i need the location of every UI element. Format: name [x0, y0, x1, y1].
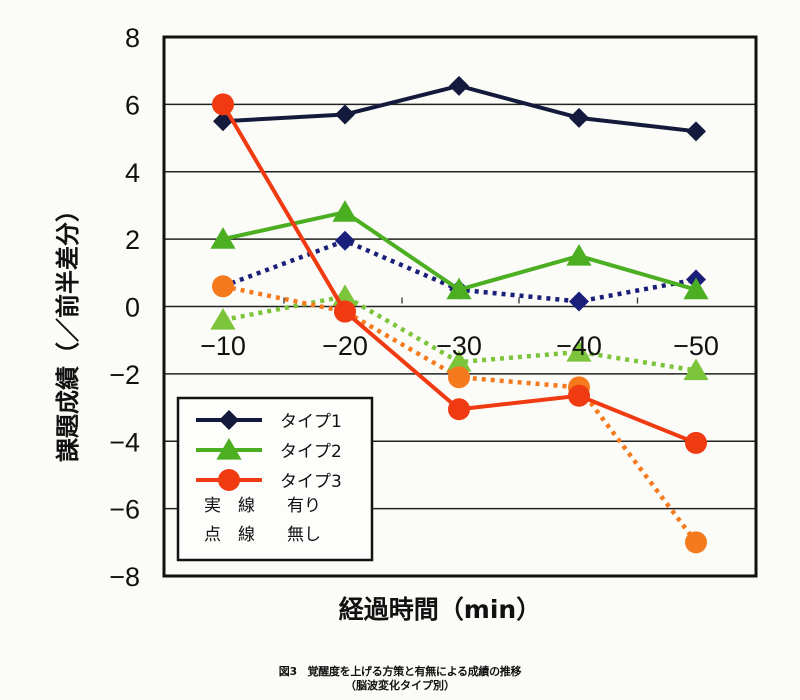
x-axis-title: 経過時間（min）: [339, 595, 541, 624]
legend-solid-style: 実 線: [204, 496, 255, 516]
legend-entry: タイプ3: [196, 469, 342, 492]
legend-dotted-style: 点 線: [204, 525, 255, 545]
legend-dotted-meaning: 無し: [287, 525, 321, 545]
triangle-marker: [210, 307, 236, 330]
y-tick-label: −6: [109, 495, 140, 525]
x-tick-label: −10: [200, 331, 246, 361]
circle-marker: [448, 366, 470, 389]
x-tick-label: −50: [673, 331, 719, 361]
triangle-marker: [683, 277, 709, 300]
triangle-marker: [566, 339, 592, 362]
triangle-marker: [683, 358, 709, 381]
circle-marker: [685, 431, 707, 454]
y-tick-label: −8: [109, 562, 140, 592]
series-solid-2: [210, 200, 709, 300]
series-solid-1: [213, 75, 706, 142]
y-tick-labels: 8 6 4 2 0 −2 −4 −6 −8: [109, 23, 140, 592]
x-tick-label: −20: [322, 331, 368, 361]
diamond-marker: [686, 121, 706, 142]
diamond-marker: [219, 410, 239, 430]
circle-marker: [212, 275, 234, 298]
legend-label: タイプ3: [280, 472, 342, 492]
triangle-marker: [332, 200, 358, 222]
plot-frame: [162, 35, 758, 578]
y-tick-label: 8: [125, 23, 140, 53]
diamond-marker: [449, 75, 469, 96]
figure-caption-sub: （脳波変化タイプ別）: [345, 679, 455, 692]
legend-solid-meaning: 有り: [287, 496, 321, 516]
y-tick-label: 4: [125, 158, 140, 188]
circle-marker: [448, 398, 470, 421]
series-line: [221, 103, 697, 445]
y-tick-label: −4: [109, 427, 140, 457]
triangle-marker: [446, 277, 472, 300]
triangle-marker: [446, 350, 472, 372]
circle-marker: [685, 531, 707, 554]
diamond-marker: [569, 291, 589, 312]
circle-marker: [218, 469, 240, 491]
minor-ticks: [283, 297, 639, 304]
x-tick-label: −30: [436, 331, 482, 361]
x-tick-label: −40: [556, 331, 602, 361]
diamond-marker: [569, 107, 589, 128]
y-tick-label: 0: [125, 293, 140, 323]
triangle-marker: [210, 227, 236, 249]
triangle-marker: [566, 243, 592, 266]
legend-label: タイプ1: [280, 412, 342, 432]
y-tick-label: 6: [125, 90, 140, 120]
circle-marker: [212, 93, 234, 116]
legend-entry: タイプ1: [196, 410, 342, 432]
legend-entry: タイプ2: [196, 438, 342, 462]
series-layer: [210, 75, 709, 554]
diamond-marker: [335, 104, 355, 125]
series-solid-3: [212, 93, 707, 454]
circle-marker: [568, 384, 590, 407]
circle-marker: [334, 300, 356, 323]
diamond-marker: [335, 230, 355, 251]
x-tick-labels: −10 −20 −30 −40 −50: [200, 331, 719, 361]
y-axis-title: 課題成績（／前半差分）: [54, 198, 82, 462]
legend-label: タイプ2: [280, 442, 342, 462]
figure-caption: 図3 覚醒度を上げる方策と有無による成績の推移: [278, 665, 522, 678]
triangle-marker: [216, 438, 242, 460]
series-line: [222, 284, 698, 544]
y-tick-label: 2: [125, 225, 140, 255]
y-tick-label: −2: [109, 360, 140, 390]
legend: タイプ1 タイプ2 タイプ3 実 線 有り 点 線 無し: [176, 396, 374, 562]
